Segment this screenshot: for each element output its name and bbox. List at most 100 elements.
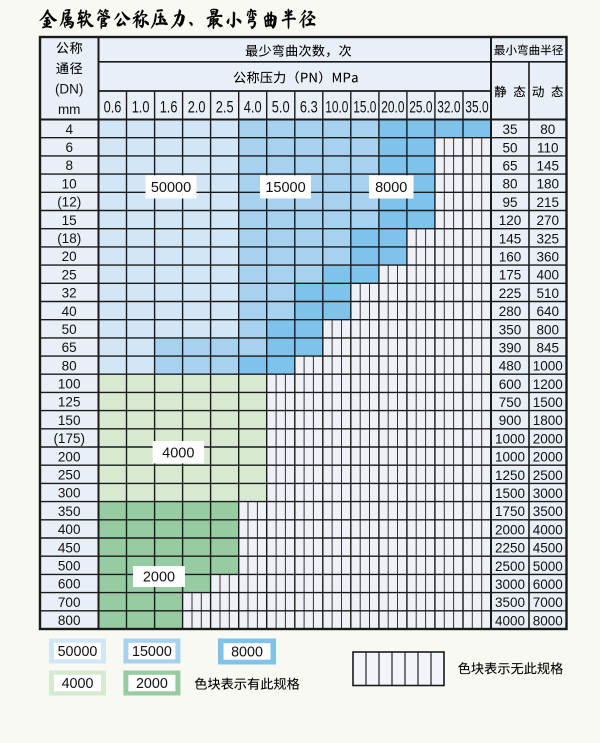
svg-text:5000: 5000 (533, 559, 563, 574)
svg-text:1.0: 1.0 (132, 98, 150, 116)
svg-text:270: 270 (537, 213, 560, 228)
svg-text:845: 845 (537, 341, 560, 356)
svg-text:175: 175 (499, 268, 522, 283)
svg-text:360: 360 (537, 250, 560, 265)
svg-text:480: 480 (499, 359, 522, 374)
svg-text:50000: 50000 (58, 644, 98, 660)
svg-text:50000: 50000 (151, 180, 191, 196)
svg-text:5.0: 5.0 (272, 98, 290, 116)
svg-text:8000: 8000 (231, 645, 263, 661)
svg-text:800: 800 (58, 613, 81, 628)
svg-text:15000: 15000 (132, 644, 172, 660)
svg-text:120: 120 (499, 213, 522, 228)
svg-text:600: 600 (58, 577, 81, 592)
svg-text:3500: 3500 (533, 504, 563, 519)
svg-text:150: 150 (58, 413, 81, 428)
svg-text:2250: 2250 (495, 541, 525, 556)
svg-text:mm: mm (58, 102, 81, 117)
svg-text:145: 145 (537, 159, 560, 174)
svg-text:80: 80 (502, 177, 517, 192)
svg-text:1800: 1800 (533, 413, 563, 428)
svg-text:3500: 3500 (495, 595, 525, 610)
svg-text:20.0: 20.0 (381, 98, 404, 116)
svg-text:250: 250 (58, 468, 81, 483)
svg-text:390: 390 (499, 341, 522, 356)
svg-text:1250: 1250 (495, 468, 525, 483)
svg-text:300: 300 (58, 486, 81, 501)
svg-text:6.3: 6.3 (300, 98, 318, 116)
svg-text:2.0: 2.0 (188, 98, 206, 116)
svg-text:3000: 3000 (495, 577, 525, 592)
svg-text:8: 8 (65, 158, 73, 173)
svg-text:325: 325 (537, 231, 560, 246)
svg-text:600: 600 (499, 377, 522, 392)
svg-text:2.5: 2.5 (216, 98, 234, 116)
svg-text:160: 160 (499, 250, 522, 265)
svg-text:100: 100 (58, 377, 81, 392)
svg-text:110: 110 (537, 140, 559, 155)
svg-text:35: 35 (502, 122, 517, 137)
svg-text:2000: 2000 (495, 522, 525, 537)
svg-text:1000: 1000 (495, 431, 525, 446)
svg-text:2000: 2000 (143, 570, 175, 586)
svg-text:80: 80 (540, 122, 555, 137)
svg-text:800: 800 (537, 322, 560, 337)
svg-text:(175): (175) (53, 431, 85, 446)
svg-text:65: 65 (502, 159, 517, 174)
svg-text:900: 900 (499, 413, 522, 428)
svg-text:10: 10 (62, 176, 77, 191)
svg-text:6000: 6000 (533, 577, 563, 592)
svg-text:35.0: 35.0 (465, 98, 488, 116)
svg-text:4500: 4500 (533, 541, 563, 556)
svg-text:4000: 4000 (162, 445, 194, 461)
svg-text:4000: 4000 (495, 613, 525, 628)
svg-text:4000: 4000 (62, 676, 94, 692)
svg-text:6: 6 (65, 140, 73, 155)
svg-text:25: 25 (62, 267, 77, 282)
svg-text:8000: 8000 (533, 613, 563, 628)
svg-text:80: 80 (62, 358, 77, 373)
svg-text:1000: 1000 (533, 359, 563, 374)
svg-text:(12): (12) (57, 195, 81, 210)
svg-text:350: 350 (499, 322, 522, 337)
svg-text:700: 700 (58, 595, 81, 610)
svg-text:1000: 1000 (495, 450, 525, 465)
svg-text:450: 450 (58, 540, 81, 555)
svg-text:1500: 1500 (495, 486, 525, 501)
svg-text:0.6: 0.6 (104, 98, 122, 116)
svg-text:1500: 1500 (533, 395, 563, 410)
svg-text:1.6: 1.6 (160, 98, 178, 116)
svg-text:(DN): (DN) (55, 81, 84, 96)
svg-text:4: 4 (65, 122, 73, 137)
svg-text:40: 40 (62, 304, 77, 319)
svg-text:2000: 2000 (136, 676, 168, 692)
svg-text:125: 125 (58, 395, 81, 410)
svg-text:8000: 8000 (375, 180, 407, 196)
svg-text:32: 32 (62, 286, 77, 301)
svg-text:3000: 3000 (533, 486, 563, 501)
svg-text:50: 50 (502, 140, 517, 155)
svg-text:1750: 1750 (495, 504, 525, 519)
svg-text:2500: 2500 (495, 559, 525, 574)
svg-text:200: 200 (58, 449, 81, 464)
svg-text:4.0: 4.0 (244, 98, 262, 116)
svg-text:7000: 7000 (533, 595, 563, 610)
svg-text:215: 215 (537, 195, 560, 210)
svg-text:280: 280 (499, 304, 522, 319)
svg-text:145: 145 (499, 231, 522, 246)
svg-text:32.0: 32.0 (437, 98, 460, 116)
svg-text:50: 50 (62, 322, 77, 337)
svg-text:400: 400 (537, 268, 560, 283)
svg-text:15.0: 15.0 (353, 98, 376, 116)
svg-text:15: 15 (62, 213, 77, 228)
svg-text:95: 95 (502, 195, 517, 210)
svg-text:1200: 1200 (533, 377, 563, 392)
svg-text:4000: 4000 (533, 522, 563, 537)
svg-text:2500: 2500 (533, 468, 563, 483)
svg-text:(18): (18) (57, 231, 81, 246)
svg-text:25.0: 25.0 (409, 98, 432, 116)
svg-text:20: 20 (62, 249, 77, 264)
svg-text:500: 500 (58, 559, 81, 574)
svg-text:10.0: 10.0 (325, 98, 348, 116)
svg-text:225: 225 (499, 286, 522, 301)
